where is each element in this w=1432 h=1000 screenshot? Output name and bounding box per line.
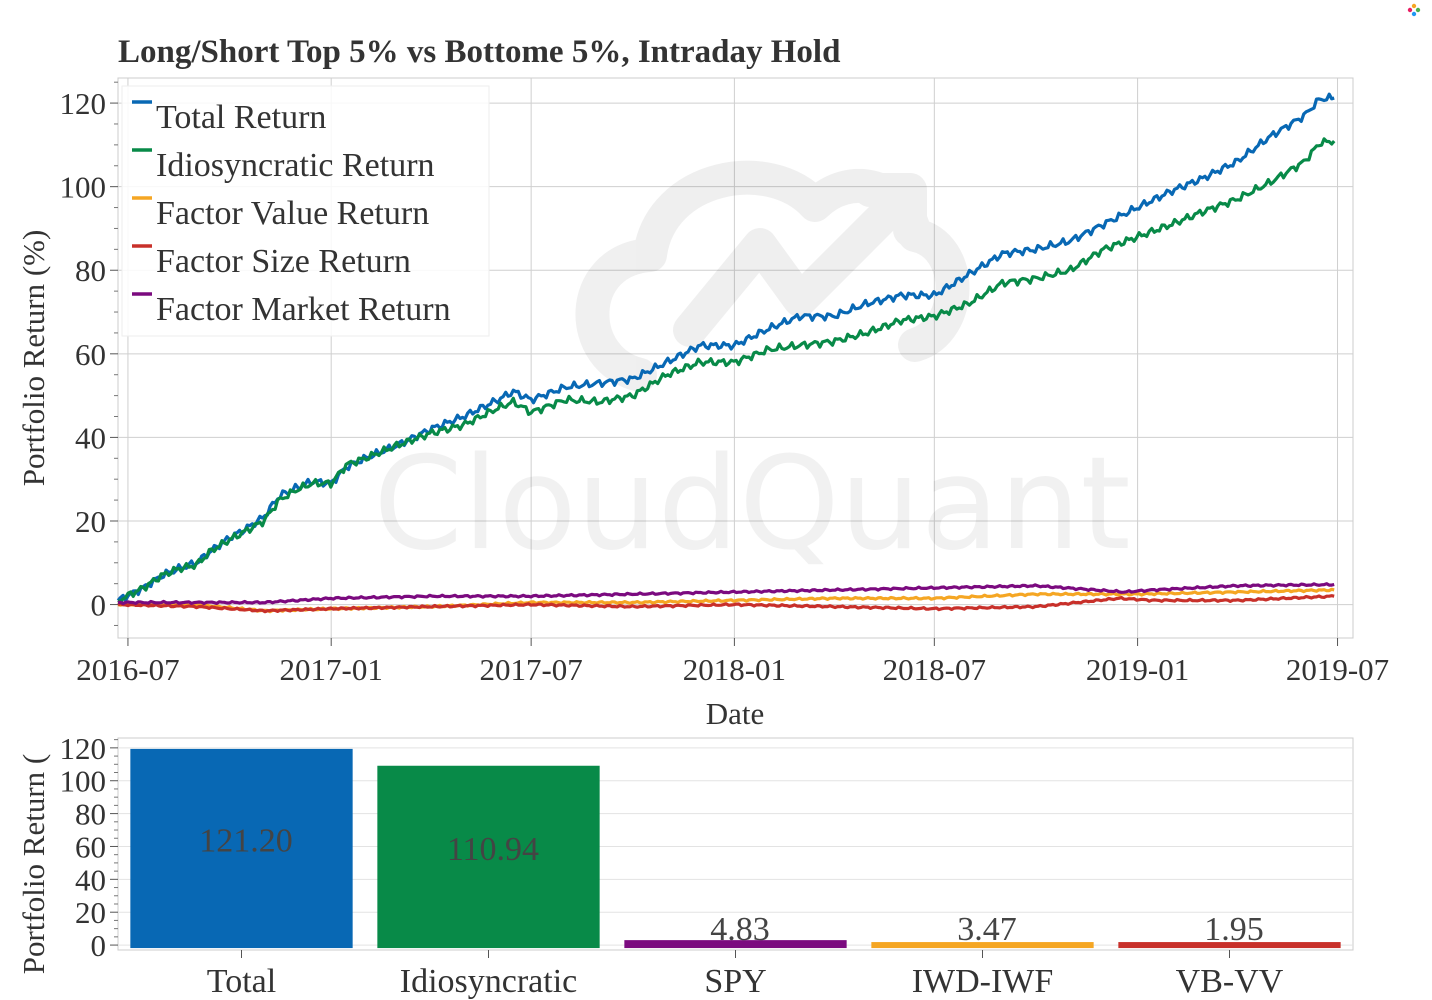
line-x-tick-label: 2017-01	[280, 652, 383, 687]
cloud-chart-watermark-icon	[575, 160, 970, 392]
line-y-axis-label: Portfolio Return (%)	[16, 230, 51, 487]
bar-x-tick-label: IWD-IWF	[912, 963, 1054, 1000]
chart-title: Long/Short Top 5% vs Bottome 5%, Intrada…	[118, 34, 840, 70]
line-y-tick-label: 120	[60, 86, 107, 121]
bar-value-label-vb-vv: 1.95	[1204, 911, 1264, 948]
bars-group: 121.20 110.94 4.83 3.47 1.95	[130, 748, 1341, 949]
bar-y-tick-label: 20	[75, 895, 106, 930]
series-line-factor-size-return	[117, 594, 1335, 614]
series-line-total-return	[116, 92, 1335, 602]
line-plot-frame	[117, 77, 1354, 639]
bar-y-axis-label: Portfolio Return (	[16, 754, 51, 974]
bar-total	[130, 748, 353, 949]
line-x-tick-label: 2019-07	[1286, 652, 1389, 687]
bar-y-tick-label: 60	[75, 829, 106, 864]
line-y-tick-label: 0	[91, 588, 107, 623]
line-y-ticks: 0 20 40 60 80 100 120	[60, 81, 118, 626]
bar-x-tick-label: Idiosyncratic	[400, 963, 578, 1000]
legend-label-factor-market-return: Factor Market Return	[156, 291, 451, 328]
bar-value-label-spy: 4.83	[710, 911, 770, 948]
line-series-group	[116, 92, 1336, 614]
legend-label-factor-size-return: Factor Size Return	[156, 243, 411, 280]
line-x-tick-label: 2018-07	[883, 652, 986, 687]
legend: Total Return Idiosyncratic Return Factor V…	[121, 85, 490, 337]
line-x-axis-label: Date	[706, 696, 765, 731]
bar-y-tick-label: 80	[75, 797, 106, 832]
bar-value-label-iwd-iwf: 3.47	[957, 911, 1017, 948]
line-y-tick-label: 80	[75, 253, 106, 288]
bar-value-label-idiosyncratic: 110.94	[447, 831, 539, 868]
legend-label-idiosyncratic-return: Idiosyncratic Return	[156, 147, 435, 184]
line-x-tick-label: 2017-07	[479, 652, 582, 687]
line-x-tick-label: 2018-01	[683, 652, 786, 687]
bar-y-tick-label: 40	[75, 862, 106, 897]
bar-y-tick-label: 0	[91, 928, 107, 963]
legend-label-total-return: Total Return	[156, 99, 326, 136]
bar-iwd-iwf	[871, 942, 1094, 949]
legend-label-factor-value-return: Factor Value Return	[156, 195, 429, 232]
line-y-tick-label: 100	[60, 170, 107, 205]
line-x-ticks: 2016-07 2017-01 2017-07 2018-01 2018-07 2019-…	[76, 638, 1389, 687]
watermark: CloudQuant	[373, 160, 1131, 579]
bar-spy	[624, 940, 847, 949]
bar-vb-vv	[1118, 942, 1341, 949]
legend-items: Total Return Idiosyncratic Return Factor V…	[132, 99, 451, 328]
cloudquant-logo-icon	[1407, 3, 1421, 17]
watermark-text: CloudQuant	[373, 430, 1130, 579]
line-y-tick-label: 20	[75, 504, 106, 539]
line-y-tick-label: 60	[75, 337, 106, 372]
bar-value-label-total: 121.20	[199, 822, 293, 859]
series-line-factor-market-return	[117, 582, 1335, 606]
bar-x-tick-label: Total	[207, 963, 276, 1000]
bar-y-tick-label: 120	[60, 731, 107, 766]
line-x-tick-label: 2016-07	[76, 652, 179, 687]
bar-x-ticks: Total Idiosyncratic SPY IWD-IWF VB-VV	[207, 950, 1284, 1000]
bar-idiosyncratic	[377, 765, 600, 949]
series-line-idiosyncratic-return	[117, 137, 1336, 604]
bar-chart: 121.20 110.94 4.83 3.47 1.95 020406080100120…	[16, 731, 1354, 1000]
bar-x-tick-label: SPY	[704, 963, 766, 1000]
bar-y-tick-label: 100	[60, 764, 107, 799]
line-y-tick-label: 40	[75, 420, 106, 455]
line-x-tick-label: 2019-01	[1086, 652, 1189, 687]
bar-x-tick-label: VB-VV	[1176, 963, 1284, 1000]
legend-box	[121, 85, 490, 337]
line-chart: CloudQuant 2016-07 2017-01 2017-07 2018-01 2…	[16, 77, 1389, 731]
